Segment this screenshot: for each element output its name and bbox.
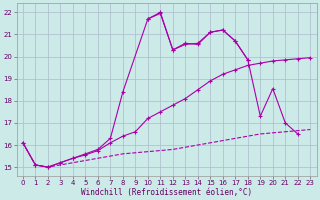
X-axis label: Windchill (Refroidissement éolien,°C): Windchill (Refroidissement éolien,°C) <box>81 188 252 197</box>
